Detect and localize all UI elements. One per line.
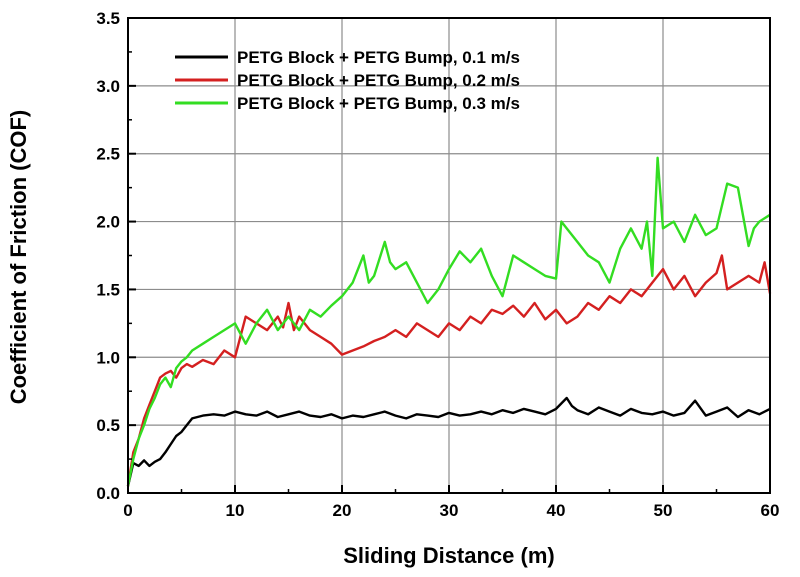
x-tick-label: 50 (654, 501, 673, 520)
axis-ticks (127, 17, 771, 494)
series-line-3 (126, 156, 771, 487)
x-tick-label: 0 (123, 501, 132, 520)
x-axis-title: Sliding Distance (m) (343, 543, 554, 568)
legend-label-2: PETG Block + PETG Bump, 0.2 m/s (237, 71, 520, 90)
y-tick-label: 1.0 (96, 348, 120, 367)
plot-series (126, 156, 772, 487)
legend-label-1: PETG Block + PETG Bump, 0.1 m/s (237, 48, 520, 67)
y-tick-label: 0.5 (96, 416, 120, 435)
series-line-2 (126, 254, 772, 487)
x-tick-label: 30 (440, 501, 459, 520)
y-axis-title: Coefficient of Friction (COF) (6, 110, 31, 405)
y-tick-label: 1.5 (96, 280, 120, 299)
y-tick-label: 3.0 (96, 77, 120, 96)
y-tick-label: 2.0 (96, 213, 120, 232)
x-tick-label: 10 (226, 501, 245, 520)
legend: PETG Block + PETG Bump, 0.1 m/s PETG Bloc… (175, 48, 520, 113)
y-tick-label: 3.5 (96, 9, 120, 28)
y-tick-labels: 0.0 0.5 1.0 1.5 2.0 2.5 3.0 3.5 (96, 9, 120, 503)
series-line-1 (126, 396, 771, 487)
x-tick-label: 60 (761, 501, 780, 520)
x-tick-labels: 0 10 20 30 40 50 60 (123, 501, 779, 520)
x-tick-label: 40 (547, 501, 566, 520)
y-tick-label: 0.0 (96, 484, 120, 503)
legend-label-3: PETG Block + PETG Bump, 0.3 m/s (237, 94, 520, 113)
x-tick-label: 20 (333, 501, 352, 520)
y-tick-label: 2.5 (96, 145, 120, 164)
